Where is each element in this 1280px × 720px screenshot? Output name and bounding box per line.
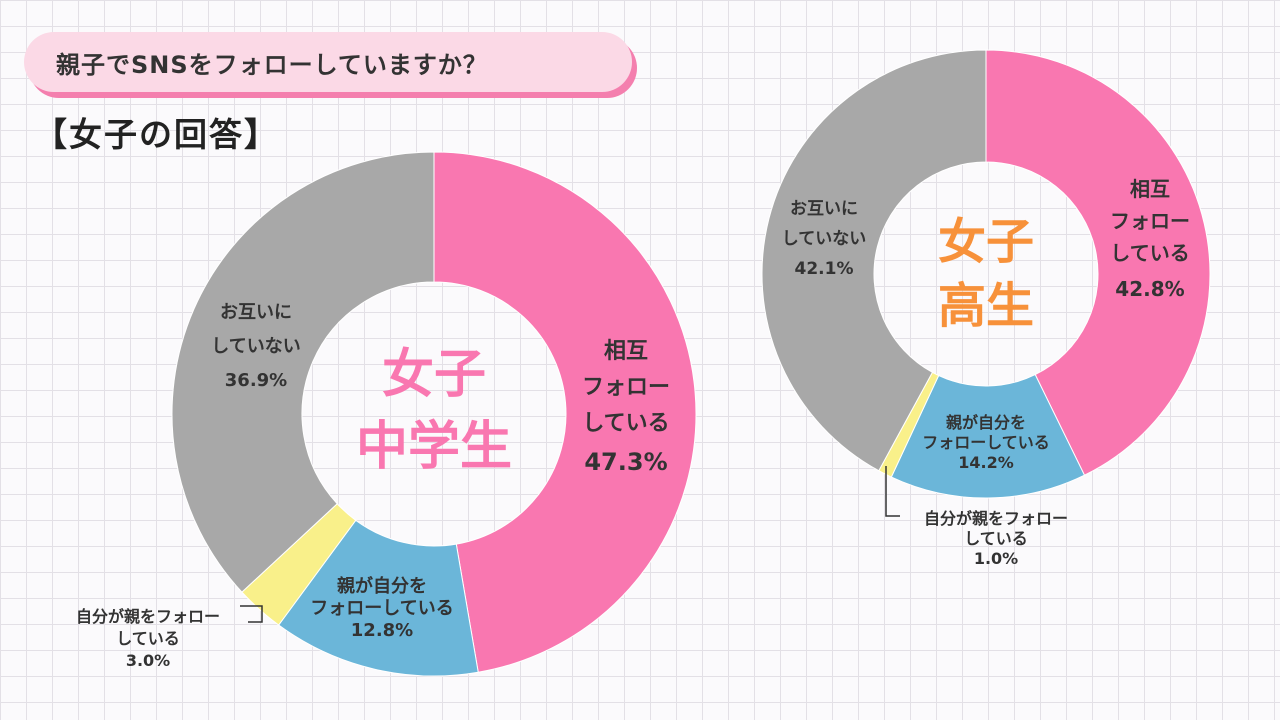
slice-label-self-follows-line: 自分が親をフォロー (76, 607, 220, 626)
slice-label-none-line: お互いに (790, 199, 858, 219)
center-label: 女子 (382, 345, 486, 405)
page-subtitle: 【女子の回答】 (34, 115, 279, 154)
slice-none (171, 151, 435, 593)
slice-label-mutual: 相互フォローしている (582, 339, 670, 436)
slice-label-mutual-line: フォロー (1110, 209, 1190, 233)
slice-value-mutual: 47.3% (584, 448, 667, 476)
slice-label-self-follows-line: している (964, 529, 1028, 548)
slice-value-parent-follows: 12.8% (351, 620, 413, 641)
question-banner: 親子でSNSをフォローしていますか？ (24, 32, 632, 92)
question-text: 親子でSNSをフォローしていますか？ (56, 50, 488, 79)
slice-label-parent-follows-line: フォローしている (922, 433, 1050, 452)
slice-label-parent-follows-line: フォローしている (310, 598, 453, 619)
slice-label-self-follows: 自分が親をフォローしている (76, 607, 220, 648)
slice-mutual (433, 151, 697, 673)
slice-label-mutual-line: 相互 (1130, 177, 1170, 201)
slice-value-none: 36.9% (225, 370, 287, 391)
slice-label-parent-follows-line: 親が自分を (946, 413, 1026, 432)
slice-label-none: お互いにしていない (211, 302, 300, 357)
slice-value-mutual: 42.8% (1115, 277, 1184, 301)
slice-label-mutual: 相互フォローしている (1110, 177, 1190, 265)
slice-label-parent-follows: 親が自分をフォローしている (310, 575, 453, 619)
center-label: 中学生 (356, 417, 512, 477)
slice-label-mutual-line: している (582, 411, 669, 436)
slice-label-none: お互いにしていない (782, 199, 867, 249)
slice-label-mutual-line: フォロー (582, 375, 670, 400)
slice-label-self-follows-line: 自分が親をフォロー (924, 509, 1068, 528)
slice-mutual (985, 49, 1211, 476)
slice-value-self-follows: 1.0% (974, 549, 1018, 568)
slice-value-self-follows: 3.0% (126, 651, 170, 670)
slice-label-parent-follows-line: 親が自分を (337, 575, 427, 597)
slice-label-mutual-line: している (1110, 241, 1189, 265)
slice-label-self-follows-line: している (116, 629, 180, 648)
slice-label-none-line: していない (211, 336, 300, 357)
slice-value-none: 42.1% (795, 259, 854, 279)
slice-label-parent-follows: 親が自分をフォローしている (922, 413, 1050, 452)
slice-label-none-line: していない (782, 229, 867, 249)
center-label: 高生 (938, 278, 1034, 334)
leader-line (240, 605, 263, 623)
slice-parent-follows (890, 373, 1086, 499)
slice-value-parent-follows: 14.2% (958, 453, 1014, 472)
slice-label-none-line: お互いに (220, 302, 292, 323)
center-label: 女子 (938, 214, 1034, 270)
leader-line (885, 466, 900, 517)
slice-label-self-follows: 自分が親をフォローしている (924, 509, 1068, 548)
slice-label-mutual-line: 相互 (604, 339, 648, 364)
slice-none (761, 49, 987, 472)
